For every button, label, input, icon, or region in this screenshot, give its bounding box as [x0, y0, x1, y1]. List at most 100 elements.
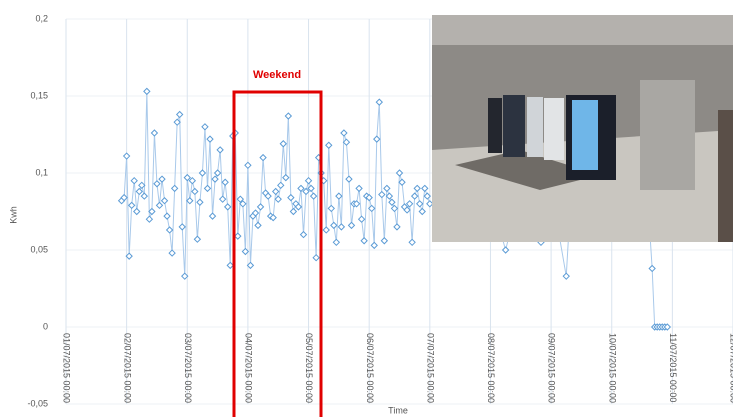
- data-point: [186, 197, 194, 205]
- annotation: Weekend: [253, 69, 301, 81]
- data-point: [408, 238, 416, 247]
- data-point: [138, 181, 146, 190]
- data-point: [360, 237, 368, 245]
- data-point: [370, 241, 378, 250]
- x-tick-label: 12/07/2015 00:00: [729, 333, 733, 403]
- data-point: [218, 195, 227, 203]
- data-point: [312, 253, 320, 262]
- photo-machine: [544, 98, 564, 160]
- data-point: [150, 129, 159, 137]
- data-point: [188, 176, 197, 185]
- data-point: [181, 272, 189, 280]
- data-point: [279, 140, 287, 148]
- data-point: [125, 252, 133, 260]
- data-point: [274, 195, 282, 203]
- data-point: [304, 176, 313, 185]
- data-point: [216, 146, 224, 154]
- data-point: [307, 184, 315, 193]
- y-tick-label: 0,05: [30, 244, 48, 254]
- data-point: [345, 175, 353, 183]
- data-point: [284, 112, 293, 120]
- data-point: [196, 198, 204, 206]
- data-point: [246, 261, 255, 270]
- data-point: [423, 192, 431, 200]
- data-point: [236, 195, 245, 203]
- data-point: [198, 169, 207, 177]
- data-point: [122, 152, 131, 160]
- data-point: [143, 87, 151, 96]
- data-point: [289, 207, 298, 216]
- data-point: [403, 206, 411, 214]
- data-point: [135, 187, 143, 196]
- data-point: [378, 190, 386, 199]
- data-point: [256, 203, 265, 211]
- x-tick-label: 02/07/2015 00:00: [122, 333, 132, 403]
- data-point: [269, 213, 277, 222]
- photo-machine: [488, 98, 502, 153]
- data-point: [160, 197, 169, 205]
- data-point: [418, 207, 426, 216]
- photo-machine-light: [572, 100, 598, 170]
- data-point: [297, 184, 305, 193]
- x-tick-label: 11/07/2015 00:00: [668, 333, 678, 402]
- data-point: [421, 184, 429, 193]
- data-point: [355, 184, 363, 193]
- y-tick-label: 0: [43, 321, 48, 331]
- data-point: [405, 200, 414, 208]
- data-point: [373, 135, 381, 143]
- data-point: [130, 176, 138, 185]
- data-point: [322, 226, 330, 234]
- data-point: [264, 192, 272, 200]
- data-point: [201, 123, 209, 131]
- data-point: [335, 192, 343, 200]
- data-point: [562, 272, 570, 280]
- y-tick-label: 0,15: [30, 90, 48, 100]
- data-point: [357, 215, 366, 223]
- x-tick-label: 09/07/2015 00:00: [547, 333, 557, 403]
- photo-machine: [527, 97, 543, 157]
- data-point: [127, 201, 136, 210]
- y-tick-label: 0,1: [35, 167, 48, 177]
- data-point: [302, 187, 310, 196]
- data-point: [410, 192, 419, 200]
- data-point: [170, 184, 179, 193]
- photo: [432, 15, 733, 242]
- data-point: [259, 153, 267, 162]
- data-point: [173, 118, 181, 126]
- data-point: [282, 173, 290, 182]
- data-point: [390, 204, 399, 213]
- photo-person: [718, 110, 733, 242]
- data-point: [327, 204, 335, 213]
- x-tick-label: 05/07/2015 00:00: [304, 333, 314, 403]
- data-point: [133, 207, 141, 216]
- photo-ceiling: [432, 15, 733, 45]
- data-point: [271, 187, 280, 196]
- data-point: [213, 169, 222, 177]
- data-point: [330, 221, 338, 230]
- x-tick-label: 04/07/2015 00:00: [244, 333, 254, 403]
- data-point: [254, 221, 262, 230]
- data-point: [385, 192, 394, 200]
- x-tick-label: 07/07/2015 00:00: [425, 333, 435, 403]
- data-point: [163, 212, 171, 220]
- data-point: [393, 223, 401, 231]
- data-point: [299, 230, 308, 239]
- data-point: [175, 110, 184, 119]
- data-point: [332, 238, 341, 247]
- data-point: [158, 175, 166, 183]
- data-point: [168, 249, 176, 257]
- data-point: [191, 187, 199, 196]
- photo-machine: [503, 95, 525, 157]
- data-point: [203, 184, 212, 193]
- data-point: [226, 261, 234, 270]
- data-point: [388, 198, 396, 206]
- x-axis-label: Time: [388, 405, 408, 415]
- data-point: [165, 226, 174, 234]
- data-point: [120, 193, 128, 202]
- data-point: [208, 212, 217, 220]
- data-point: [398, 178, 406, 186]
- data-point: [413, 184, 421, 193]
- data-point: [395, 169, 404, 177]
- data-point: [145, 215, 154, 223]
